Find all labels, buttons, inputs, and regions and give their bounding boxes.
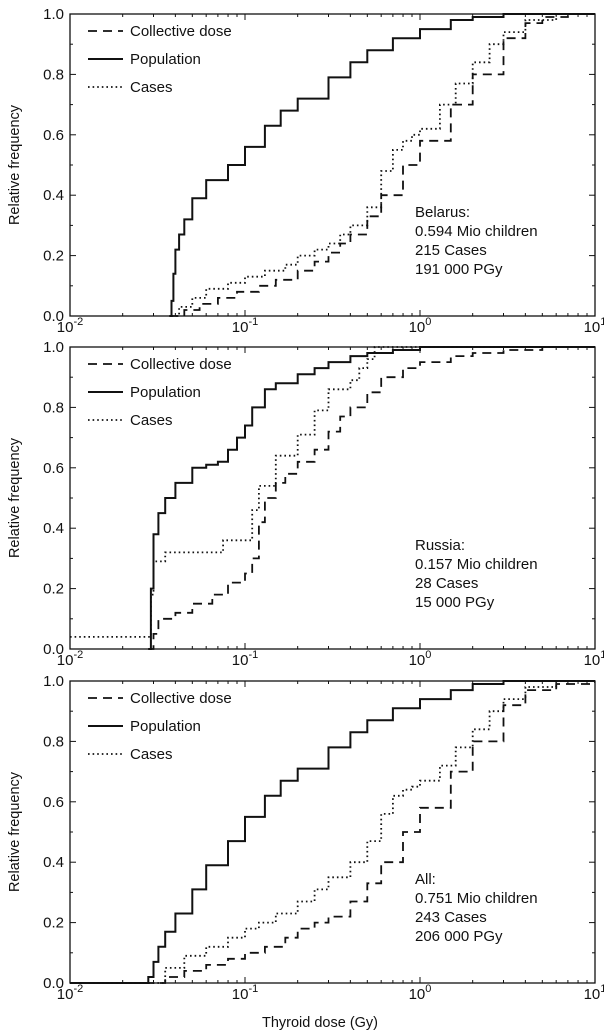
legend-label-collective-dose: Collective dose [130, 23, 232, 40]
annotation-line: 0.157 Mio children [415, 556, 538, 573]
annotation-line: Russia: [415, 537, 465, 554]
annotation-line: Belarus: [415, 204, 470, 221]
x-tick-label: 10-2 [57, 316, 83, 336]
legend-label-cases: Cases [130, 79, 173, 96]
y-tick-label: 0.0 [43, 975, 64, 992]
legend-label-population: Population [130, 384, 201, 401]
y-tick-label: 0.0 [43, 641, 64, 658]
x-axis-label: Thyroid dose (Gy) [262, 1015, 378, 1031]
annotation-russia: Russia: 0.157 Mio children 28 Cases 15 000 … [415, 537, 538, 611]
series-line-population [70, 680, 595, 984]
annotation-line: 191 000 PGy [415, 261, 503, 278]
x-tick-label: 10-2 [57, 983, 83, 1003]
chart-panel-all: 0.0 0.2 0.4 0.6 0.8 1.0 10-2 10-1 100 101 Relative… [7, 673, 604, 1003]
y-tick-label: 1.0 [43, 6, 64, 23]
chart-panel-russia: 0.0 0.2 0.4 0.6 0.8 1.0 10-2 10-1 100 101 Relative… [7, 339, 604, 669]
x-tick-label: 101 [584, 649, 604, 669]
y-tick-label: 0.6 [43, 460, 64, 477]
y-tick-label: 1.0 [43, 339, 64, 356]
y-tick-label: 0.4 [43, 187, 64, 204]
y-tick-label: 0.2 [43, 915, 64, 932]
annotation-belarus: Belarus: 0.594 Mio children 215 Cases 191 0… [415, 204, 538, 278]
series-line-cases [171, 13, 595, 317]
x-tick-label: 10-1 [232, 983, 258, 1003]
annotation-line: 15 000 PGy [415, 594, 495, 611]
legend: Collective dose Population Cases [88, 356, 232, 429]
annotation-line: All: [415, 871, 436, 888]
legend-label-collective-dose: Collective dose [130, 690, 232, 707]
y-tick-label: 0.8 [43, 733, 64, 750]
x-tick-label: 100 [409, 316, 432, 336]
legend-label-population: Population [130, 51, 201, 68]
x-tick-label: 100 [409, 649, 432, 669]
annotation-line: 206 000 PGy [415, 928, 503, 945]
panels: 0.0 0.2 0.4 0.6 0.8 1.0 10-2 10-1 100 101 Relative… [7, 6, 604, 1003]
y-axis-label: Relative frequency [7, 771, 23, 892]
y-axis-label: Relative frequency [7, 437, 23, 558]
y-tick-label: 0.4 [43, 520, 64, 537]
y-tick-label: 0.0 [43, 308, 64, 325]
legend-label-collective-dose: Collective dose [130, 356, 232, 373]
legend-label-cases: Cases [130, 412, 173, 429]
y-tick-label: 0.8 [43, 399, 64, 416]
y-tick-label: 0.6 [43, 127, 64, 144]
annotation-line: 28 Cases [415, 575, 478, 592]
annotation-line: 0.594 Mio children [415, 223, 538, 240]
x-tick-label: 101 [584, 316, 604, 336]
series-line-collective-dose [70, 681, 595, 984]
x-tick-label: 100 [409, 983, 432, 1003]
series-line-collective-dose [148, 346, 595, 650]
y-tick-label: 0.6 [43, 794, 64, 811]
legend-label-cases: Cases [130, 746, 173, 763]
legend: Collective dose Population Cases [88, 23, 232, 96]
y-axis-label: Relative frequency [7, 104, 23, 225]
x-tick-label: 10-1 [232, 649, 258, 669]
annotation-line: 243 Cases [415, 909, 487, 926]
series-line-population [148, 346, 595, 650]
legend: Collective dose Population Cases [88, 690, 232, 763]
series-line-cases [70, 680, 595, 984]
annotation-all: All: 0.751 Mio children 243 Cases 206 000 P… [415, 871, 538, 945]
series-line-population [169, 13, 595, 317]
annotation-line: 215 Cases [415, 242, 487, 259]
y-tick-label: 0.2 [43, 581, 64, 598]
annotation-line: 0.751 Mio children [415, 890, 538, 907]
x-tick-label: 10-1 [232, 316, 258, 336]
y-tick-label: 0.8 [43, 66, 64, 83]
y-tick-label: 0.2 [43, 248, 64, 265]
series-line-cases [70, 346, 595, 638]
x-tick-label: 101 [584, 983, 604, 1003]
chart-panel-belarus: 0.0 0.2 0.4 0.6 0.8 1.0 10-2 10-1 100 101 Relative… [7, 6, 604, 336]
y-tick-label: 0.4 [43, 854, 64, 871]
y-tick-label: 1.0 [43, 673, 64, 690]
x-tick-label: 10-2 [57, 649, 83, 669]
legend-label-population: Population [130, 718, 201, 735]
